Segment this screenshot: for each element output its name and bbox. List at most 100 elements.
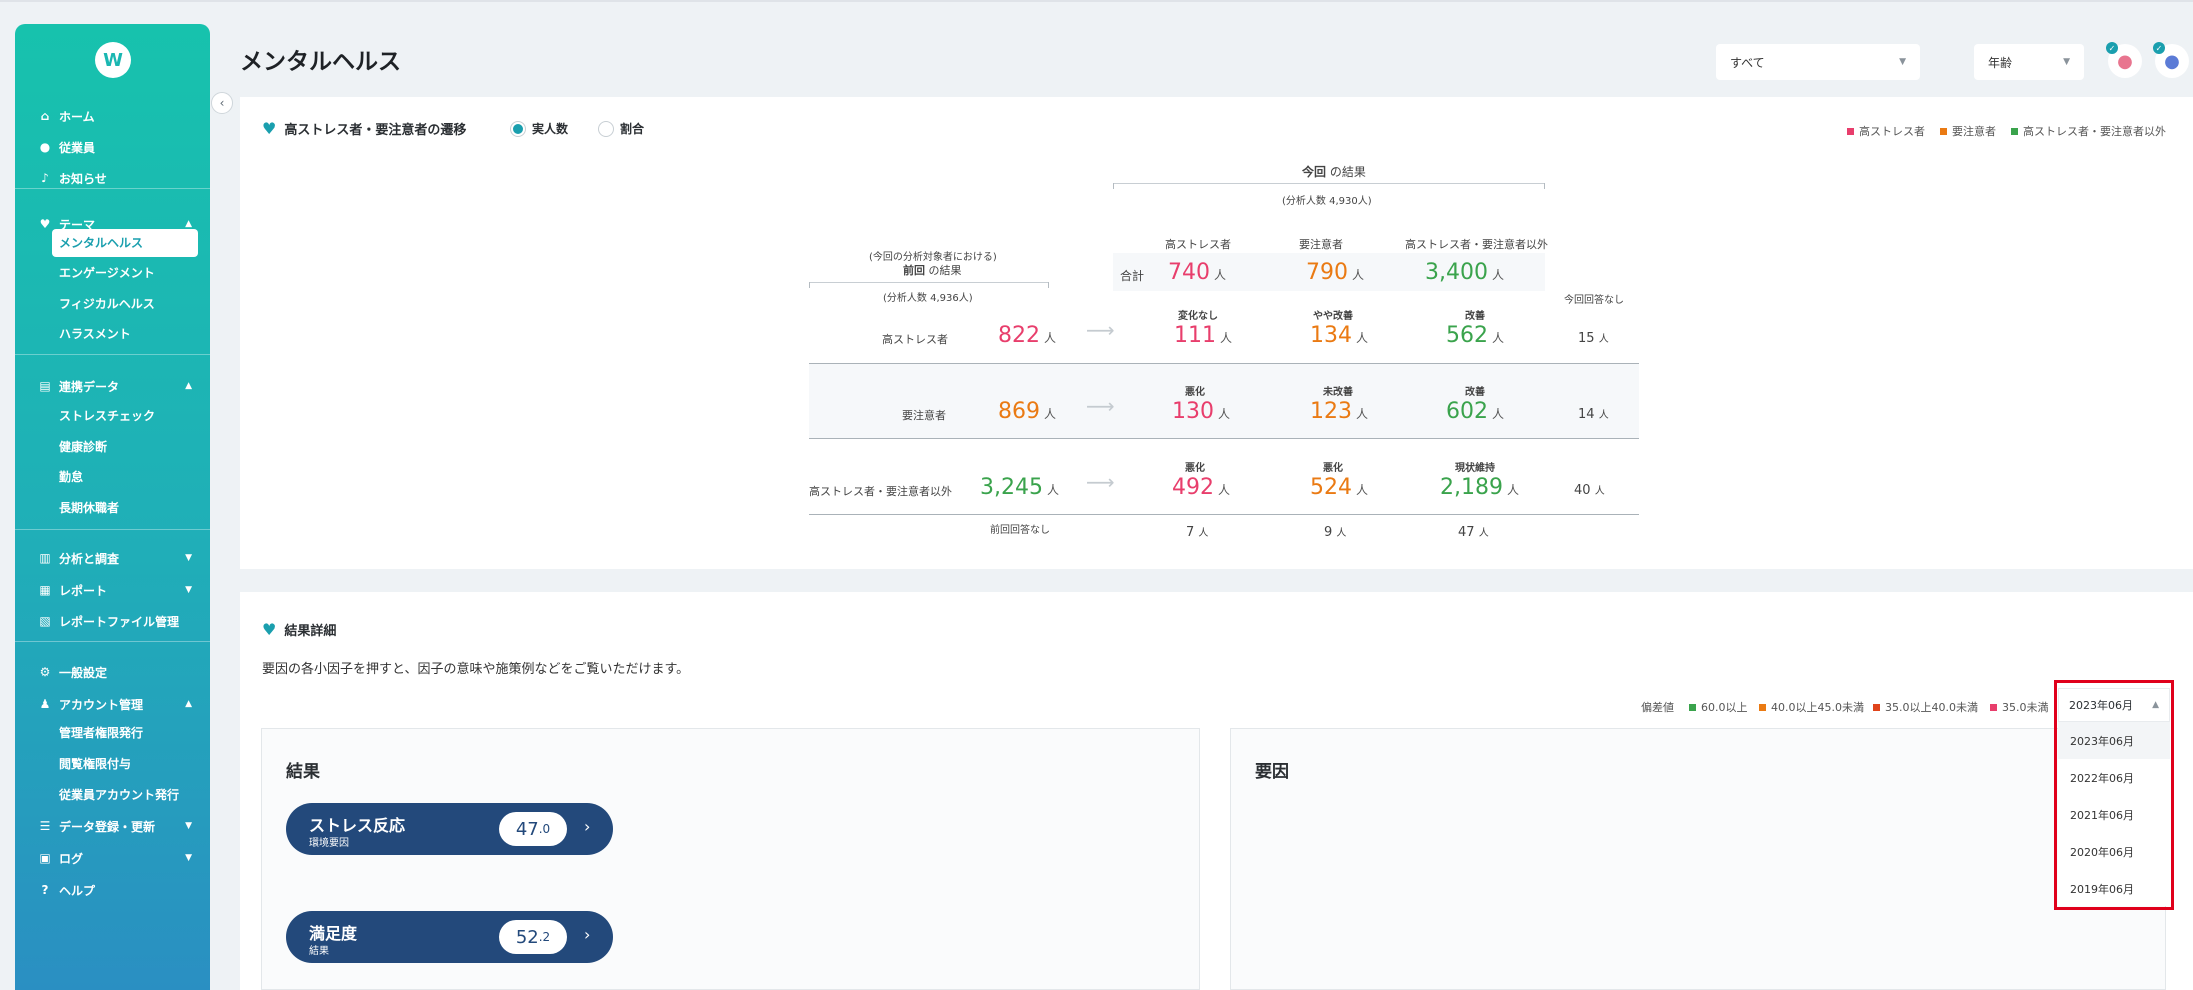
check-badge-icon: ✓ [2106,42,2118,54]
sidebar-item-analysis[interactable]: ▥ 分析と調査 ▼ [15,546,210,570]
cell-value: 602 人 [1446,399,1505,424]
cell-value: 492 人 [1172,475,1231,500]
bracket-tick [809,282,810,288]
app-logo[interactable]: W [95,42,131,78]
cell-tag: やや改善 [1313,311,1353,322]
score-badge: 47.0 [499,812,567,846]
col-header-high-stress: 高ストレス者 [1165,238,1231,251]
sidebar-sub-employee-account[interactable]: 従業員アカウント発行 [59,788,180,802]
sidebar-sub-stress-check[interactable]: ストレスチェック [59,409,156,423]
no-answer-now-header: 今回回答なし [1564,295,1624,306]
previous-note: (今回の分析対象者における) [869,252,997,263]
sidebar-sub-attendance[interactable]: 勤怠 [59,470,84,484]
radio-actual-count[interactable]: 実人数 [510,120,568,137]
row-bg [809,364,1639,438]
row-label-high-stress: 高ストレス者 [882,333,948,346]
col-header-caution: 要注意者 [1299,238,1343,251]
avatar-male[interactable]: ✓ ● [2153,42,2189,78]
sidebar-item-linked-data[interactable]: ▤ 連携データ ▲ [15,374,210,398]
col-header-others: 高ストレス者・要注意者以外 [1405,238,1548,251]
cell-tag: 改善 [1465,387,1485,398]
sidebar: W ‹ ⌂ ホーム ● 従業員 ♪ お知らせ ♥ テーマ ▲ メンタルヘルス エンゲージメ… [15,24,233,990]
cell-tag: 変化なし [1178,311,1218,322]
avatar-female[interactable]: ✓ ● [2106,42,2142,78]
deviation-label: 偏差値 [1641,701,1674,714]
cell-value: 111 人 [1174,323,1233,348]
row-label-caution: 要注意者 [902,409,946,422]
chevron-down-icon: ▼ [185,585,192,595]
legend-others: 高ストレス者・要注意者以外 [2011,123,2166,139]
chevron-down-icon: ▼ [185,821,192,831]
age-select[interactable]: 年齢 ▼ [1974,44,2084,80]
sidebar-sub-harassment[interactable]: ハラスメント [59,327,131,341]
sidebar-item-theme[interactable]: ♥ テーマ ▲ [15,212,210,236]
help-icon: ? [41,883,49,897]
totals-row-bg [1113,253,1545,291]
collapse-sidebar-icon[interactable]: ‹ [211,92,233,114]
male-user-icon: ● [2164,50,2180,72]
sidebar-item-notifications[interactable]: ♪ お知らせ [15,166,210,190]
sidebar-sub-physical-health[interactable]: フィジカルヘルス [59,297,155,311]
previous-bracket-line [809,282,1049,283]
sidebar-divider [15,188,210,189]
legend-swatch [1847,127,1854,135]
sidebar-sub-engagement[interactable]: エンゲージメント [59,266,155,280]
sidebar-item-home[interactable]: ⌂ ホーム [15,104,210,128]
cell-value: 2,189 人 [1440,475,1519,500]
cell-tag: 悪化 [1185,463,1205,474]
heart-pulse-icon: ♥ [262,620,277,639]
period-option[interactable]: 2023年06月 [2058,722,2170,759]
sidebar-item-help[interactable]: ? ヘルプ [15,878,210,902]
legend-swatch [1689,703,1696,711]
sidebar-item-data-registration[interactable]: ☰ データ登録・更新 ▼ [15,814,210,838]
row-separator [809,363,1639,364]
database-icon: ☰ [39,819,51,833]
report-icon: ▦ [39,583,51,597]
sidebar-sub-mental-health[interactable]: メンタルヘルス [52,229,198,257]
sidebar-divider [15,354,210,355]
sidebar-divider [15,641,210,642]
chevron-down-icon: ▼ [185,553,192,563]
sidebar-sub-health-checkup[interactable]: 健康診断 [59,440,108,454]
transition-title: ♥ 高ストレス者・要注意者の遷移 [262,119,467,138]
period-option[interactable]: 2021年06月 [2070,808,2134,822]
sidebar-sub-view-rights[interactable]: 閲覧権限付与 [59,757,132,771]
filter-select[interactable]: すべて ▼ [1716,44,1920,80]
radio-ratio[interactable]: 割合 [598,120,644,137]
total-others: 3,400 人 [1425,260,1504,285]
result-card-title: 結果 [286,762,320,782]
sidebar-sub-long-leave[interactable]: 長期休職者 [59,501,120,515]
log-icon: ▣ [39,851,51,865]
factor-card: 要因 [1230,728,2166,990]
period-select[interactable]: 2023年06月 ▲ [2058,688,2170,722]
chevron-down-icon: ▼ [2063,57,2070,67]
factor-pill-stress-reaction[interactable]: ストレス反応 環境要因 47.0 › [286,803,613,855]
period-option[interactable]: 2022年06月 [2070,771,2134,785]
row-label-others: 高ストレス者・要注意者以外 [809,485,952,498]
details-description: 要因の各小因子を押すと、因子の意味や施策例などをご覧いただけます。 [262,662,690,677]
bar-chart-icon: ▥ [39,551,51,565]
arrow-right-icon: ⟶ [1086,394,1115,418]
sidebar-item-employees[interactable]: ● 従業員 [15,135,210,159]
cell-tag: 改善 [1465,311,1485,322]
sidebar-item-general-settings[interactable]: ⚙ 一般設定 [15,660,210,684]
sidebar-item-log[interactable]: ▣ ログ ▼ [15,846,210,870]
home-icon: ⌂ [40,109,50,123]
no-answer-prev-label: 前回回答なし [990,525,1050,536]
check-badge-icon: ✓ [2153,42,2165,54]
sidebar-divider [15,529,210,530]
period-option[interactable]: 2020年06月 [2070,845,2134,859]
data-icon: ▤ [39,379,51,393]
female-user-icon: ● [2117,50,2133,72]
legend-high-stress: 高ストレス者 [1847,123,1925,139]
file-icon: ▧ [39,614,51,628]
sidebar-item-account[interactable]: ♟ アカウント管理 ▲ [15,692,210,716]
sidebar-item-report[interactable]: ▦ レポート ▼ [15,578,210,602]
sidebar-sub-admin-rights[interactable]: 管理者権限発行 [59,726,144,740]
sidebar-item-report-files[interactable]: ▧ レポートファイル管理 [15,609,210,633]
factor-pill-satisfaction[interactable]: 満足度 結果 52.2 › [286,911,613,963]
previous-analysis-count: (分析人数 4,936人) [883,293,973,304]
prev-others-count: 3,245 人 [980,475,1059,500]
legend-swatch [1873,703,1880,711]
period-option[interactable]: 2019年06月 [2070,882,2134,896]
